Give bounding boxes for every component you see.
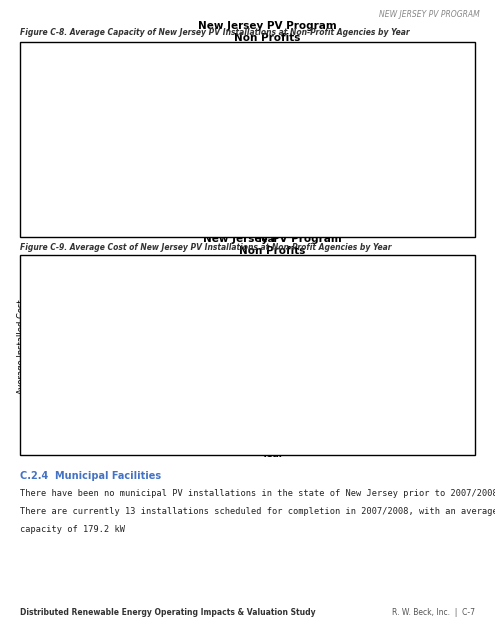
Bar (328, 170, 369, 219)
Y-axis label: Average Installed Cost
($/KW DC): Average Installed Cost ($/KW DC) (17, 299, 37, 394)
Bar (94, 280, 134, 640)
Text: R. W. Beck, Inc.  |  C-7: R. W. Beck, Inc. | C-7 (392, 608, 475, 617)
X-axis label: Year: Year (256, 235, 278, 244)
Bar (173, 302, 213, 640)
Bar (166, 196, 206, 219)
Text: C.2.4  Municipal Facilities: C.2.4 Municipal Facilities (20, 471, 161, 481)
Text: Figure C-9. Average Cost of New Jersey PV Installations at Non-Profit Agencies b: Figure C-9. Average Cost of New Jersey P… (20, 243, 392, 252)
Bar (332, 320, 371, 640)
Bar (247, 188, 288, 219)
Bar (411, 322, 450, 640)
Text: Distributed Renewable Energy Operating Impacts & Valuation Study: Distributed Renewable Energy Operating I… (20, 608, 315, 617)
Title: New Jersey PV Program
Non Profits: New Jersey PV Program Non Profits (198, 21, 337, 43)
Text: capacity of 179.2 kW: capacity of 179.2 kW (20, 525, 125, 534)
Text: Figure C-8. Average Capacity of New Jersey PV Installations at Non-Profit Agenci: Figure C-8. Average Capacity of New Jers… (20, 28, 409, 37)
Bar (85, 193, 125, 219)
Text: NEW JERSEY PV PROGRAM: NEW JERSEY PV PROGRAM (379, 10, 480, 19)
Bar (252, 289, 292, 640)
Bar (409, 57, 450, 219)
Text: There have been no municipal PV installations in the state of New Jersey prior t: There have been no municipal PV installa… (20, 489, 495, 498)
X-axis label: Year: Year (261, 451, 283, 460)
Text: There are currently 13 installations scheduled for completion in 2007/2008, with: There are currently 13 installations sch… (20, 507, 495, 516)
Title: New Jersey PV Program
Non Profits: New Jersey PV Program Non Profits (203, 234, 342, 256)
Y-axis label: Average Capacity (kW DC): Average Capacity (kW DC) (37, 76, 46, 188)
